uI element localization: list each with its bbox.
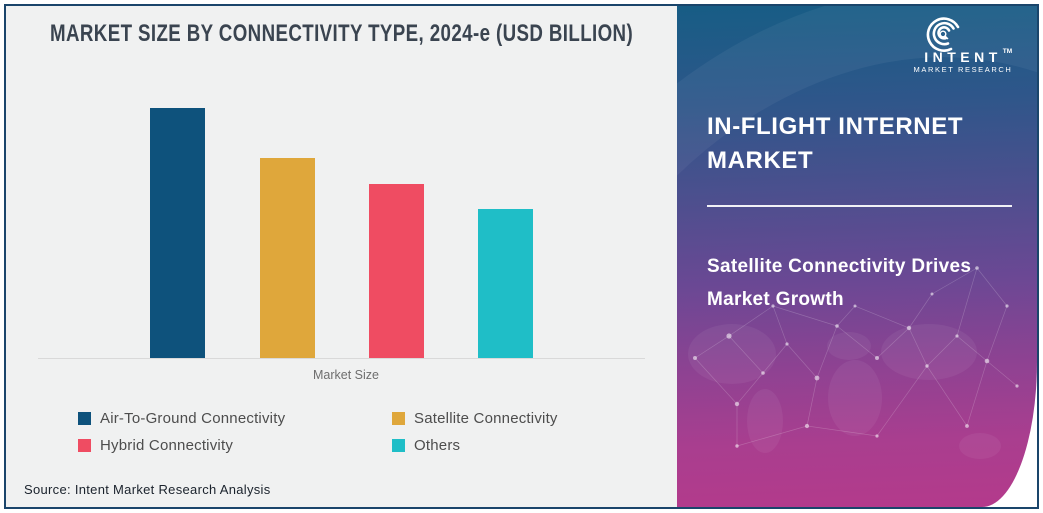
divider-line [707, 205, 1012, 207]
intent-logo: INTENT TM MARKET RESEARCH [913, 14, 1013, 75]
x-axis-label: Market Size [313, 368, 379, 382]
legend-item-others: Others [392, 437, 460, 454]
logo-brand-text: INTENT TM [913, 48, 1013, 65]
bar-hybrid-connectivity [369, 184, 424, 358]
legend-swatch-navy [78, 412, 91, 425]
bar-others [478, 209, 533, 358]
logo-subtitle: MARKET RESEARCH [913, 65, 1013, 74]
legend-item-air-to-ground: Air-To-Ground Connectivity [78, 410, 285, 427]
legend-swatch-orange [392, 412, 405, 425]
legend-label: Others [414, 437, 461, 454]
bar-air-to-ground-connectivity [150, 108, 205, 358]
figure-frame: MARKET SIZE BY CONNECTIVITY TYPE, 2024-e… [4, 4, 1039, 509]
logo-brand-word: INTENT [924, 49, 1002, 65]
legend-label: Satellite Connectivity [414, 410, 558, 427]
bar-plot [38, 80, 645, 359]
signal-arcs-icon [926, 17, 960, 52]
panel-subheading: Satellite Connectivity Drives Market Gro… [707, 256, 972, 310]
chart-area: MARKET SIZE BY CONNECTIVITY TYPE, 2024-e… [6, 6, 677, 507]
source-note: Source: Intent Market Research Analysis [24, 482, 271, 497]
legend-item-hybrid: Hybrid Connectivity [78, 437, 233, 454]
legend-swatch-teal [392, 439, 405, 452]
legend-swatch-pink [78, 439, 91, 452]
brand-panel: INTENT TM MARKET RESEARCH IN-FLIGHT INTER… [677, 6, 1037, 507]
panel-heading: IN-FLIGHT INTERNET MARKET [707, 113, 964, 174]
chart-title: MARKET SIZE BY CONNECTIVITY TYPE, 2024-e… [50, 20, 634, 47]
bar-satellite-connectivity [260, 158, 315, 358]
logo-trademark: TM [1002, 48, 1013, 55]
legend-label: Air-To-Ground Connectivity [100, 410, 286, 427]
legend-item-satellite: Satellite Connectivity [392, 410, 558, 427]
legend-label: Hybrid Connectivity [100, 437, 234, 454]
